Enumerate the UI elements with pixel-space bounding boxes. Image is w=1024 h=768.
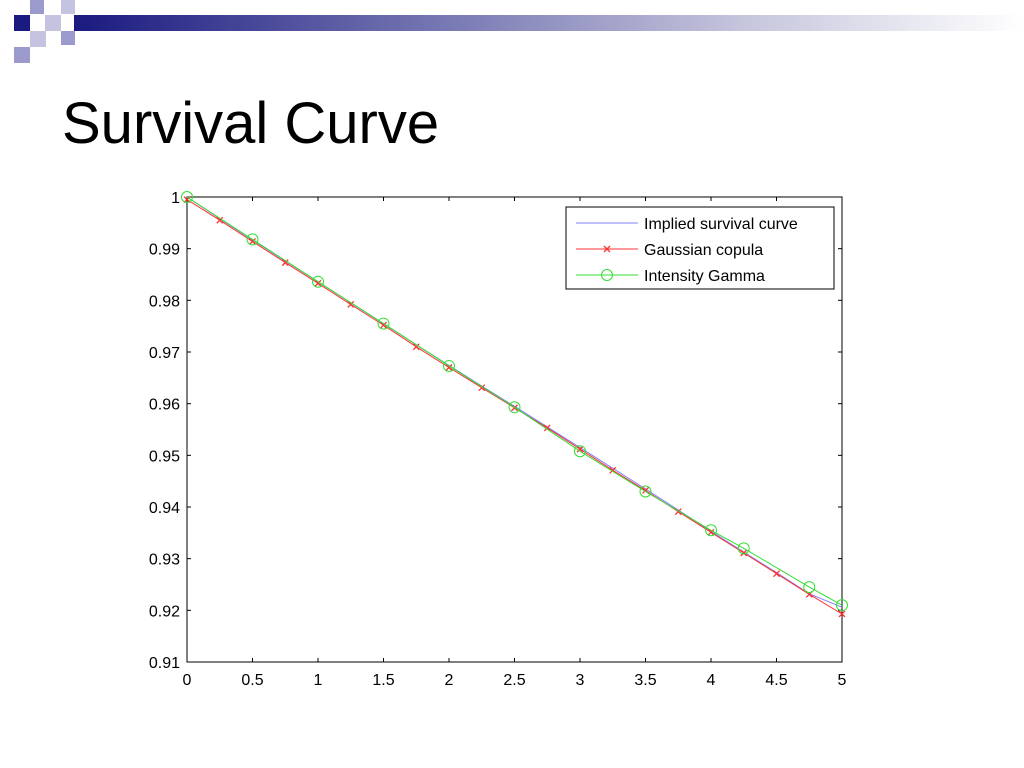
series-line-2 [186, 196, 843, 606]
legend-marker-circle [601, 269, 613, 281]
x-tick-label: 4 [707, 672, 716, 689]
data-point-intensity [574, 445, 586, 458]
y-tick-label: 0.99 [149, 242, 180, 259]
data-point-gaussian [576, 445, 584, 453]
data-point-intensity [246, 233, 259, 246]
legend-label: Implied survival curve [644, 216, 798, 233]
data-point-gaussian [412, 343, 420, 351]
banner-square [0, 0, 14, 14]
legend-label: Gaussian copula [644, 242, 763, 259]
y-tick-label: 0.94 [149, 500, 180, 517]
x-tick-label: 1.5 [372, 672, 394, 689]
banner-square [30, 31, 46, 47]
x-tick-label: 3 [576, 672, 585, 689]
x-tick-label: 1 [314, 672, 323, 689]
data-point-gaussian [380, 321, 387, 329]
data-point-intensity [312, 275, 324, 288]
data-point-gaussian [773, 570, 780, 578]
x-tick-label: 0 [183, 672, 192, 689]
y-tick-label: 0.95 [149, 448, 180, 465]
data-point-intensity [508, 401, 521, 414]
banner-square [61, 31, 75, 45]
data-point-gaussian [347, 301, 355, 308]
y-tick-label: 0.93 [149, 552, 180, 569]
data-point-intensity [836, 599, 848, 612]
slide-title: Survival Curve [62, 91, 440, 156]
banner-square [45, 15, 61, 31]
data-point-gaussian [249, 237, 256, 245]
x-tick-label: 2.5 [503, 672, 525, 689]
data-point-intensity [377, 317, 390, 330]
data-point-intensity [443, 359, 455, 372]
data-point-gaussian [216, 216, 224, 224]
x-tick-label: 3.5 [634, 672, 656, 689]
y-tick-label: 0.98 [149, 293, 180, 310]
x-tick-label: 4.5 [765, 672, 787, 689]
data-point-intensity [737, 542, 750, 555]
data-point-gaussian [838, 610, 846, 618]
legend-box [565, 206, 835, 290]
y-tick-label: 1 [171, 190, 180, 207]
data-point-gaussian [543, 424, 551, 432]
y-tick-label: 0.97 [149, 345, 180, 362]
banner-square [14, 47, 30, 63]
banner-square [14, 15, 30, 31]
banner-square [61, 0, 75, 14]
data-point-gaussian [183, 196, 191, 204]
data-point-intensity [803, 581, 816, 594]
banner-square [30, 0, 44, 14]
legend-label: Intensity Gamma [644, 268, 765, 285]
x-tick-label: 5 [838, 672, 847, 689]
slide-header-banner [0, 0, 1024, 63]
legend-marker-x [603, 245, 611, 253]
x-tick-label: 0.5 [241, 672, 263, 689]
data-point-gaussian [707, 528, 715, 536]
banner-gradient-bar [74, 15, 1024, 31]
data-point-gaussian [445, 364, 453, 371]
y-tick-label: 0.91 [149, 655, 180, 672]
y-tick-label: 0.96 [149, 397, 180, 414]
data-point-gaussian [281, 259, 289, 267]
data-point-intensity [705, 524, 717, 537]
x-tick-label: 2 [445, 672, 454, 689]
data-point-intensity [639, 485, 652, 498]
y-tick-label: 0.92 [149, 603, 180, 620]
data-point-gaussian [314, 279, 322, 287]
data-point-intensity [181, 191, 193, 203]
data-point-gaussian [740, 549, 748, 557]
